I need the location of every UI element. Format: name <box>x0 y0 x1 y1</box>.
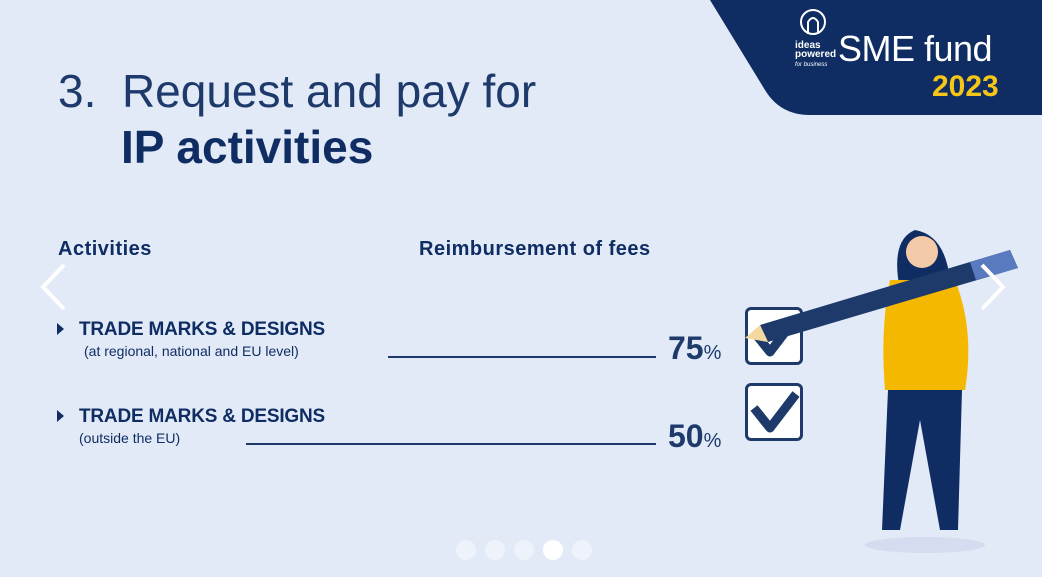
brand-banner: ideas powered for business SME fund 2023 <box>700 0 1042 115</box>
carousel-dot-5[interactable] <box>572 540 592 560</box>
checkbox-checked-icon <box>745 383 803 441</box>
ideas-powered-logo-icon <box>800 9 826 35</box>
carousel-prev-button[interactable] <box>38 262 68 312</box>
leader-line <box>246 443 656 445</box>
reimbursement-value: 50% <box>668 418 722 454</box>
brand-name: SME fund <box>838 28 993 69</box>
activity-title: TRADE MARKS & DESIGNS <box>79 406 325 427</box>
activities-header: Activities <box>58 238 152 260</box>
leader-line <box>388 356 656 358</box>
carousel-dot-2[interactable] <box>485 540 505 560</box>
carousel-dot-4-active[interactable] <box>543 540 563 560</box>
carousel-pagination <box>456 540 592 560</box>
carousel-dot-3[interactable] <box>514 540 534 560</box>
banner-shape <box>710 0 1042 115</box>
bullet-triangle-icon <box>57 323 64 335</box>
activity-subtitle: (at regional, national and EU level) <box>84 343 299 359</box>
reimbursement-value: 75% <box>668 330 722 366</box>
bullet-triangle-icon <box>57 410 64 422</box>
carousel-next-button[interactable] <box>978 262 1008 312</box>
carousel-dot-1[interactable] <box>456 540 476 560</box>
ideas-powered-logo: ideas powered for business <box>795 40 837 69</box>
page-title-line2: IP activities <box>121 121 374 173</box>
activity-title: TRADE MARKS & DESIGNS <box>79 319 325 340</box>
reimbursement-header: Reimbursement of fees <box>419 238 651 260</box>
activity-subtitle: (outside the EU) <box>79 430 181 446</box>
page-title-line1: 3. Request and pay for <box>58 65 537 117</box>
chevron-left-icon <box>40 263 66 311</box>
chevron-right-icon <box>980 263 1006 311</box>
woman-with-pencil-illustration <box>745 230 1018 553</box>
brand-year: 2023 <box>932 70 999 103</box>
